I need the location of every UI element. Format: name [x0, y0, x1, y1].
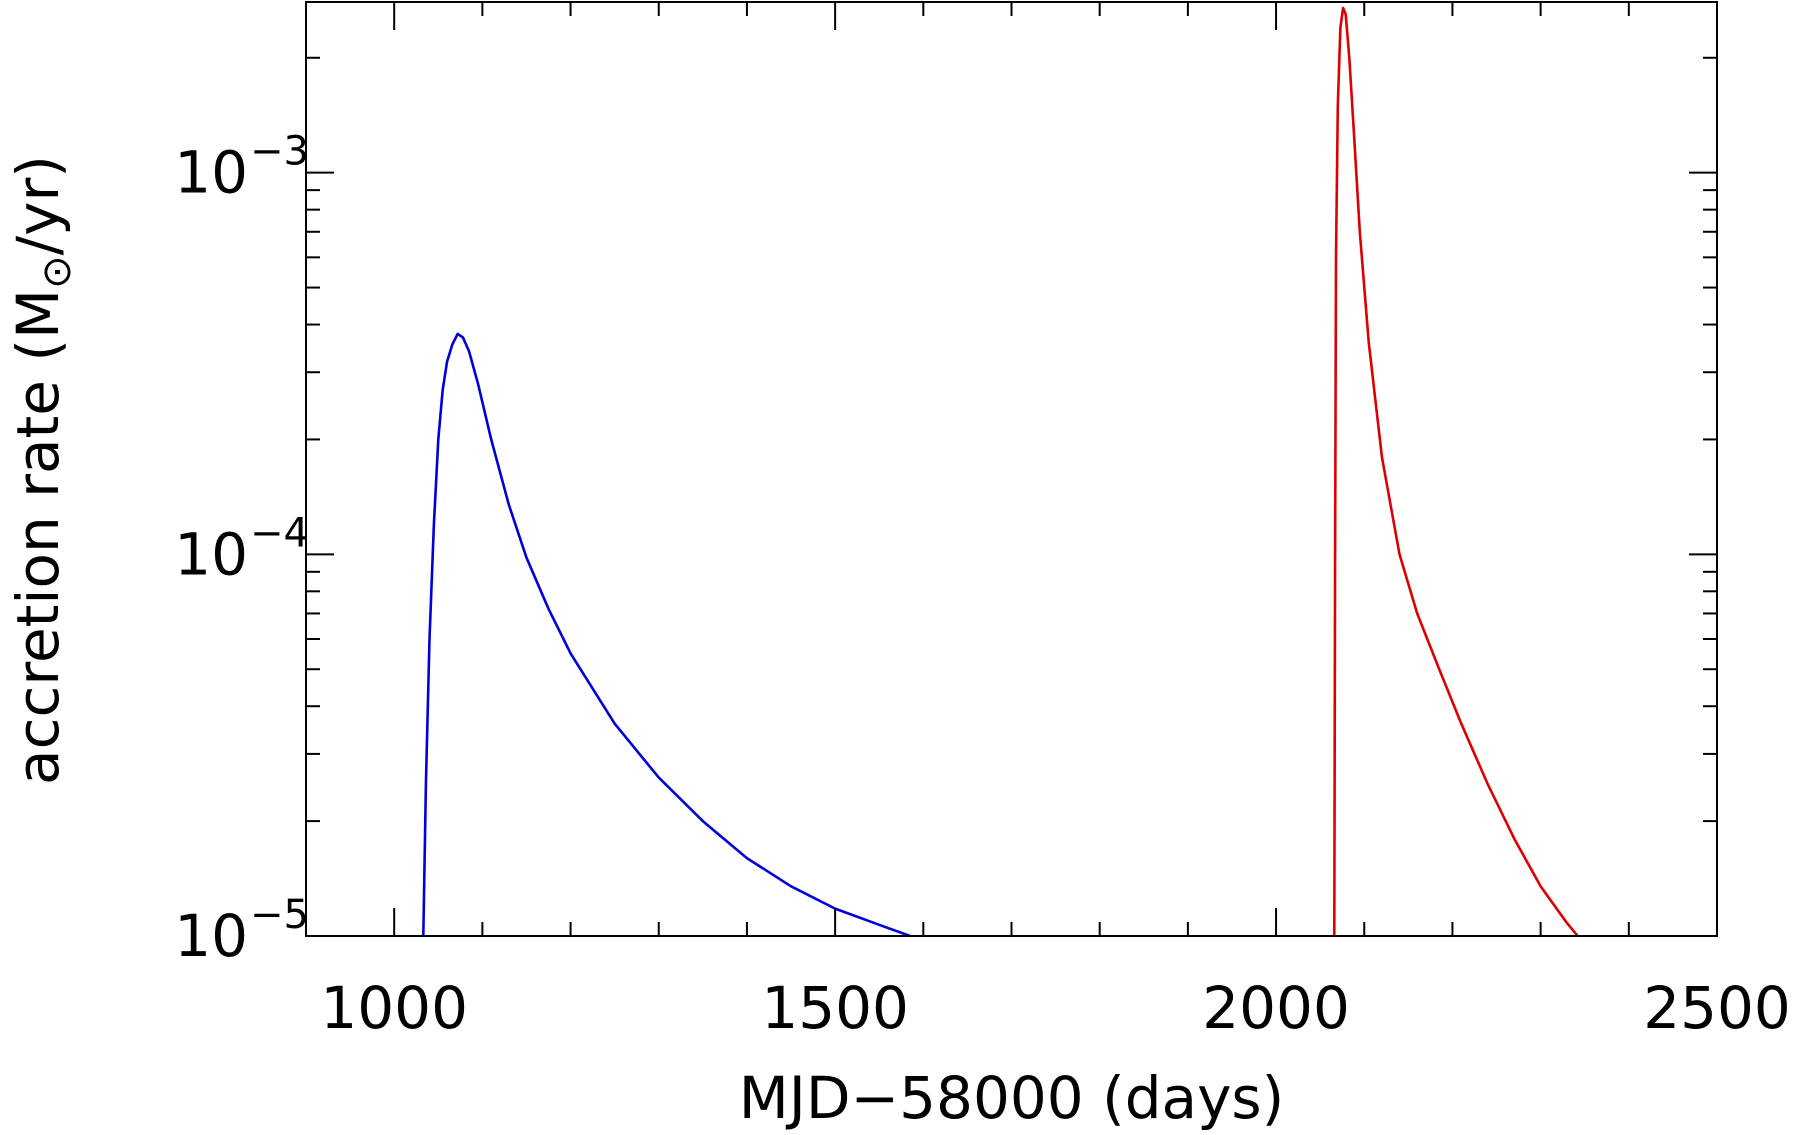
x-tick-label: 1000	[320, 974, 468, 1042]
y-axis-label: accretion rate (M⊙/yr)	[4, 155, 80, 785]
x-tick-label: 2000	[1202, 974, 1350, 1042]
y-tick-label-exponent: −5	[250, 892, 309, 938]
y-tick-label: 10	[174, 520, 248, 588]
y-tick-label-exponent: −4	[250, 510, 309, 556]
y-tick-label-exponent: −3	[250, 129, 309, 175]
y-tick-label: 10	[174, 902, 248, 970]
series-layer	[422, 6, 1579, 936]
plot-frame	[305, 1, 1718, 937]
y-axis-label-text: accretion rate (M	[4, 289, 72, 785]
x-axis-label: MJD−58000 (days)	[739, 1064, 1285, 1132]
y-axis-label-subscript: ⊙	[34, 255, 80, 289]
y-tick-label: 10	[174, 139, 248, 207]
ticks-layer	[305, 2, 1718, 937]
series-line-1	[422, 332, 911, 936]
x-tick-label: 2500	[1643, 974, 1791, 1042]
series-line-2	[1333, 6, 1579, 936]
x-tick-label: 1500	[761, 974, 909, 1042]
y-axis-label-unit: /yr)	[4, 155, 72, 255]
